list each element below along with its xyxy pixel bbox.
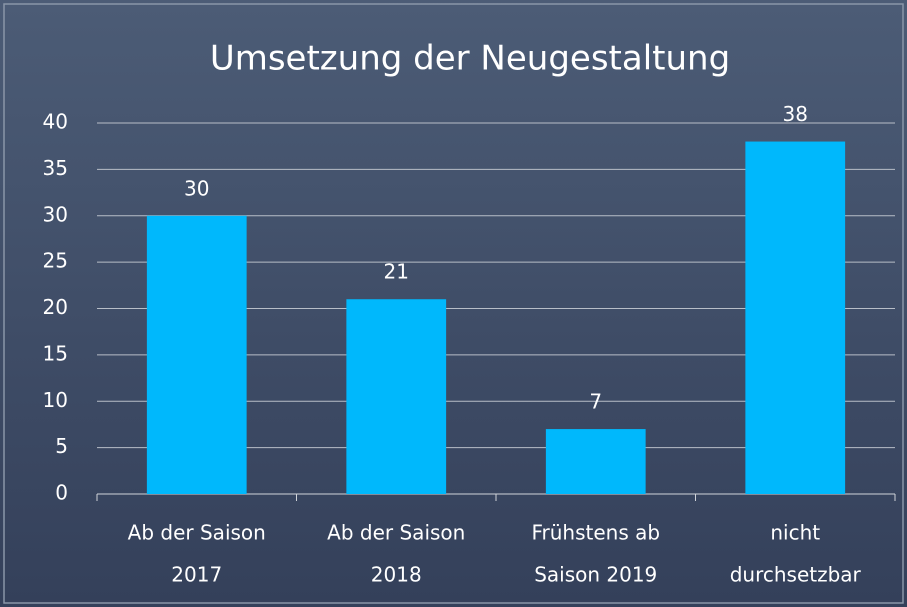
x-tick-label: 2018: [371, 563, 422, 587]
y-tick-label: 40: [43, 110, 68, 134]
x-tick-label: nicht: [770, 521, 820, 545]
bar: [146, 215, 247, 494]
y-tick-label: 15: [43, 341, 68, 365]
x-tick-label: 2017: [171, 563, 222, 587]
x-tick-label: Saison 2019: [534, 563, 657, 587]
data-label: 21: [384, 260, 409, 284]
x-tick-label: Frühstens ab: [531, 521, 660, 545]
y-tick-label: 25: [43, 249, 68, 273]
data-label: 7: [589, 390, 602, 414]
chart-title: Umsetzung der Neugestaltung: [210, 39, 730, 79]
x-tick-label: durchsetzbar: [730, 563, 862, 587]
frame: [3, 3, 904, 604]
x-tick-label: Ab der Saison: [128, 521, 266, 545]
y-tick-label: 35: [43, 156, 68, 180]
y-tick-label: 30: [43, 202, 68, 226]
y-tick-label: 20: [43, 295, 68, 319]
y-tick-label: 5: [55, 434, 68, 458]
y-tick-label: 0: [55, 481, 68, 505]
bar: [545, 429, 646, 494]
bar: [346, 299, 447, 494]
data-label: 38: [783, 102, 808, 126]
data-label: 30: [184, 176, 209, 200]
bar: [745, 141, 846, 495]
y-tick-label: 10: [43, 388, 68, 412]
x-tick-label: Ab der Saison: [327, 521, 465, 545]
